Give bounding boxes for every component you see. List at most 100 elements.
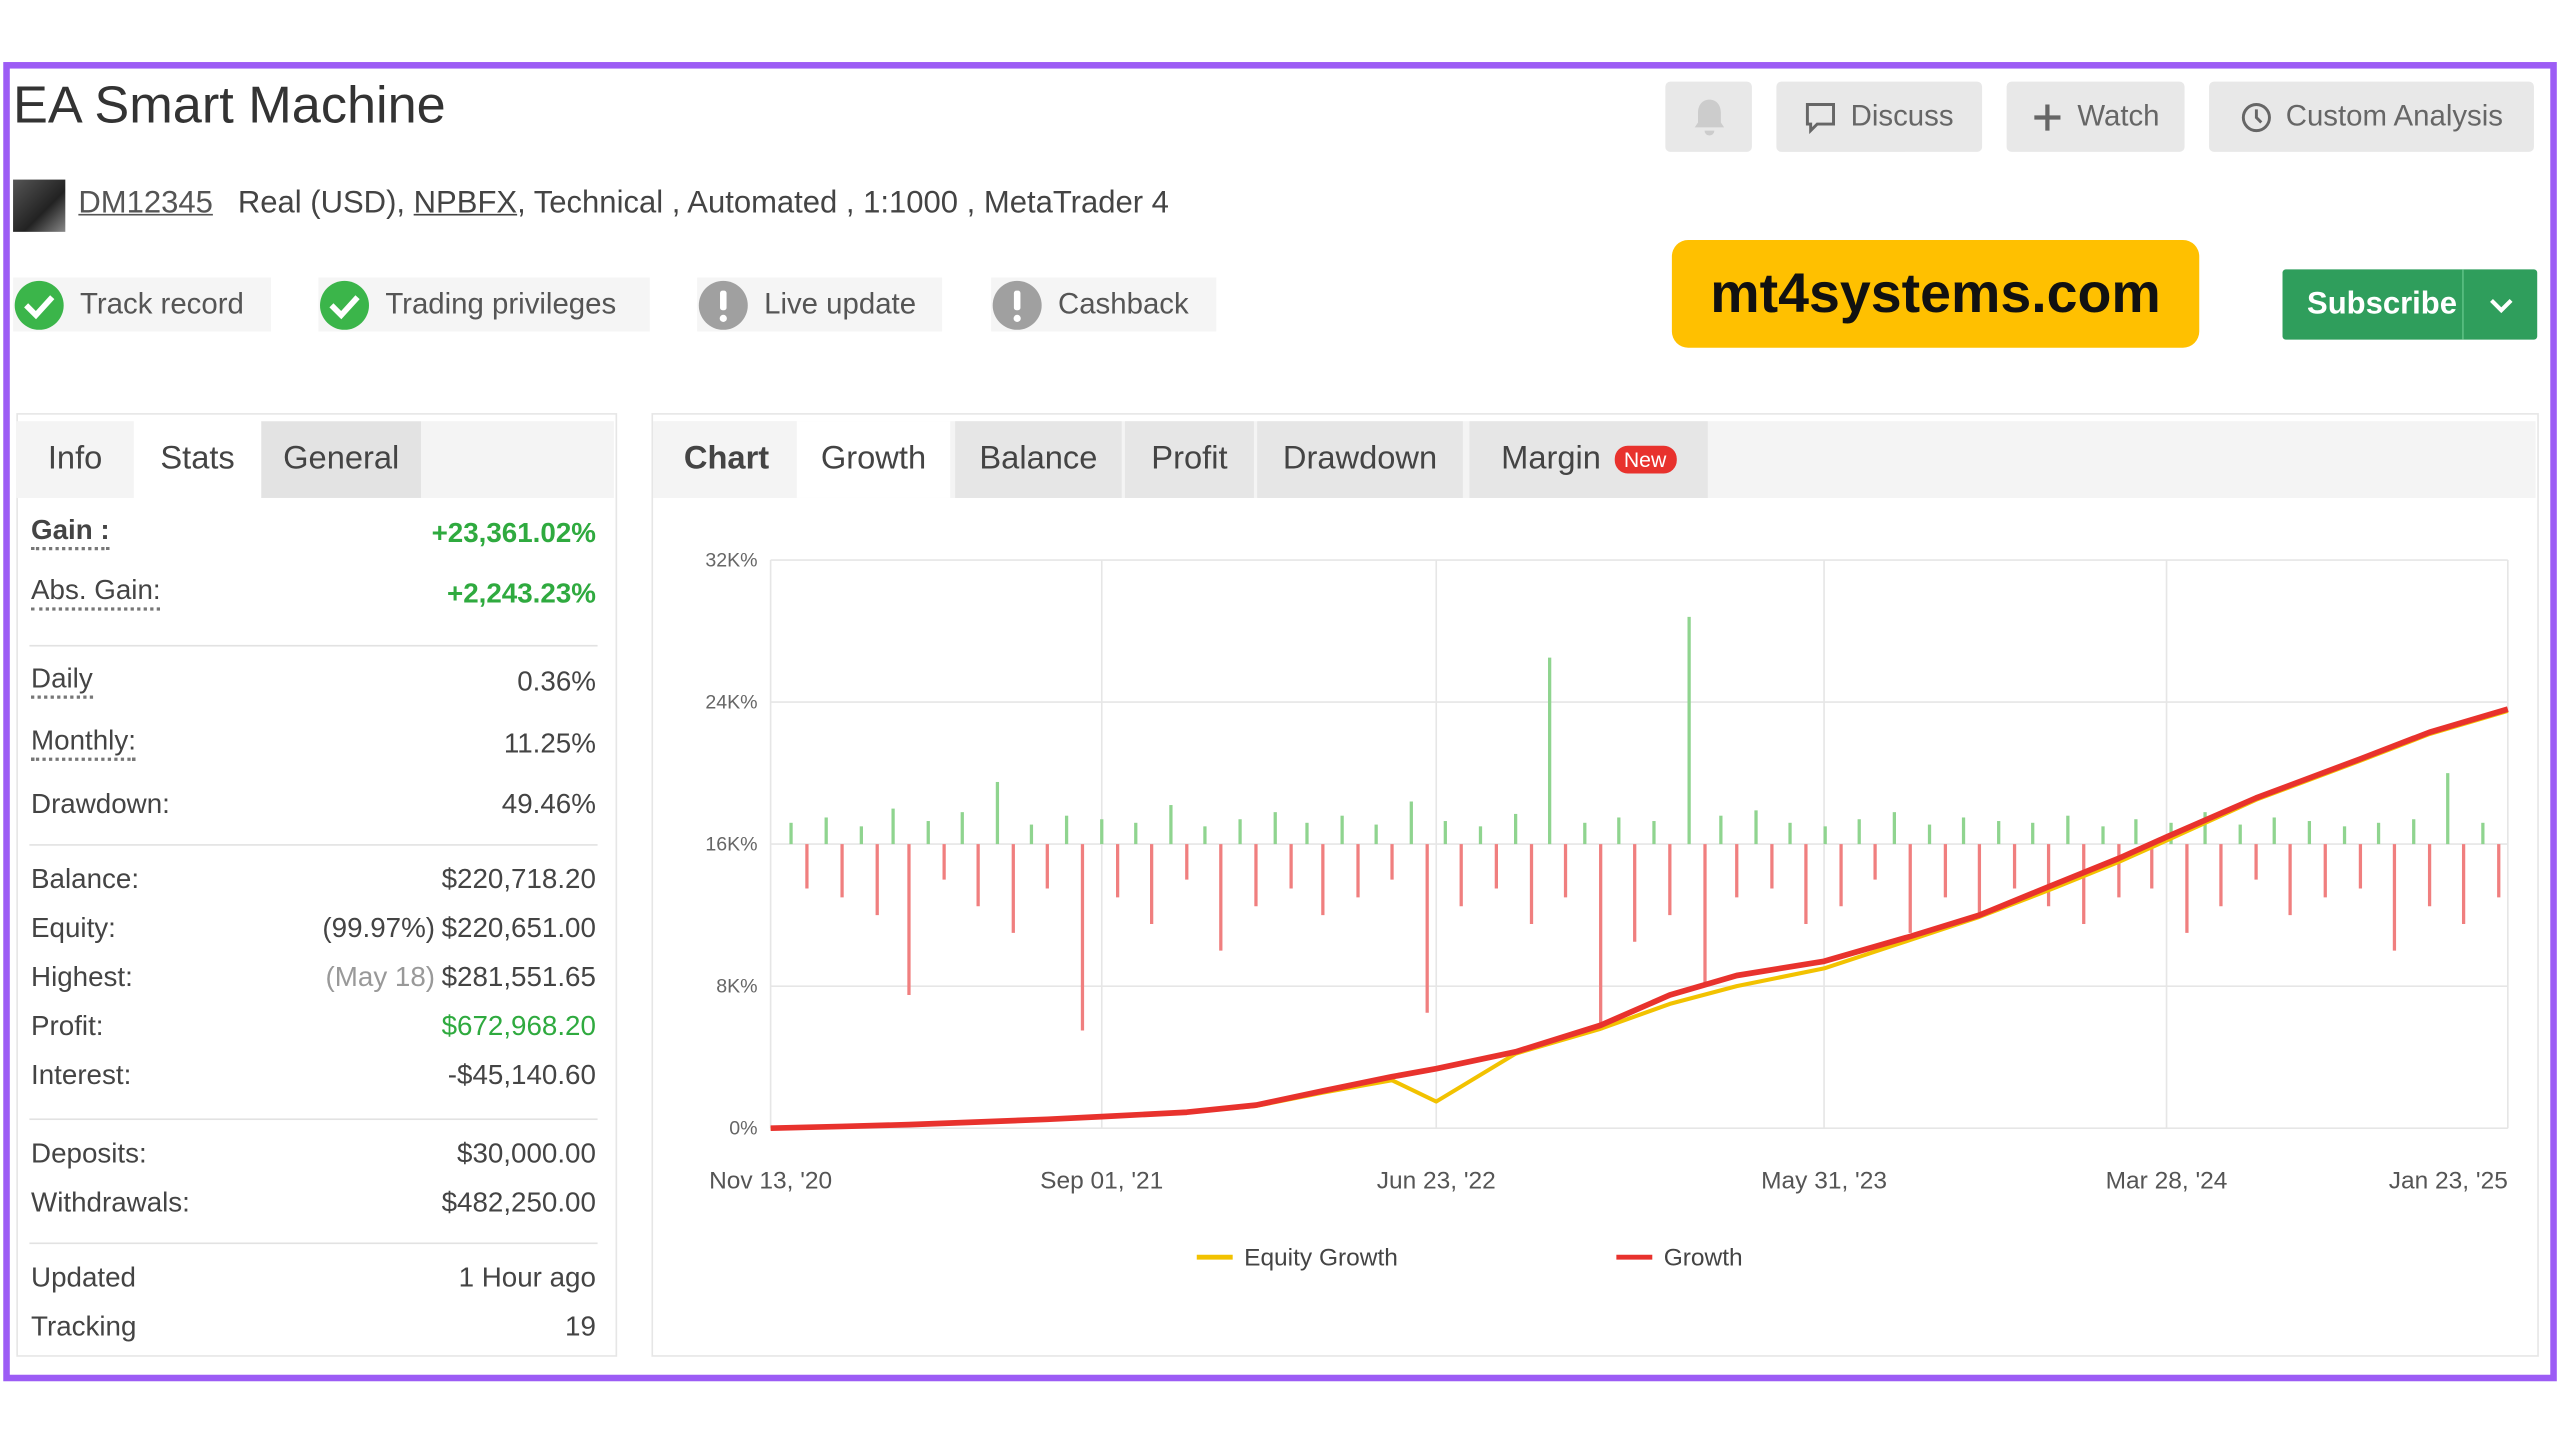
stat-label: Gain : — [31, 514, 110, 551]
stat-label: Abs. Gain: — [31, 575, 161, 611]
chart-tab[interactable]: Balance — [955, 421, 1122, 498]
bell-icon — [1693, 98, 1724, 135]
badge: Track record — [13, 277, 272, 332]
chart-tab[interactable]: Growth — [796, 421, 951, 498]
stat-text: 1 Hour ago — [458, 1262, 596, 1294]
action-icon — [2034, 103, 2062, 130]
avatar — [13, 179, 66, 232]
stat-value: $672,968.20 — [442, 1011, 596, 1044]
stat-value: $482,250.00 — [442, 1187, 596, 1220]
stats-tab[interactable]: Info — [16, 421, 134, 498]
badge-label: Trading privileges — [385, 287, 617, 321]
stat-text: 49.46% — [501, 788, 596, 820]
stat-text: $672,968.20 — [441, 1010, 596, 1042]
stat-label: Withdrawals: — [31, 1186, 190, 1218]
new-badge: New — [1614, 445, 1677, 474]
chart-tab-label: Chart — [683, 440, 770, 477]
stat-value: $220,718.20 — [442, 864, 596, 897]
stat-text: $30,000.00 — [457, 1137, 596, 1170]
badge-label: Cashback — [1057, 287, 1189, 321]
stat-label: Updated — [31, 1262, 136, 1294]
action-button[interactable]: Watch — [2006, 81, 2185, 152]
stat-text: +23,361.02% — [431, 517, 596, 549]
chevron-icon — [2490, 298, 2513, 314]
stat-value: 49.46% — [502, 789, 596, 822]
account-type: Real (USD), — [237, 186, 406, 221]
chart-tab-label: Drawdown — [1282, 440, 1438, 477]
check-icon — [320, 280, 369, 330]
action-label: Custom Analysis — [2285, 99, 2503, 133]
stat-value: 11.25% — [504, 728, 596, 761]
stat-value: -$45,140.60 — [448, 1060, 596, 1093]
stat-text: $281,551.65 — [441, 961, 596, 993]
stat-label: Profit: — [31, 1010, 104, 1042]
action-button[interactable]: Custom Analysis — [2209, 81, 2534, 152]
page-title: EA Smart Machine — [13, 75, 446, 134]
frame — [3, 62, 2557, 1382]
badge-label: Track record — [80, 287, 244, 321]
chart-tab-label: Growth — [820, 440, 927, 477]
account-link[interactable]: DM12345 — [78, 186, 213, 221]
account-info: , Technical , Automated , 1:1000 , MetaT… — [517, 186, 1169, 221]
action-label: Discuss — [1850, 99, 1954, 133]
action-icon — [1806, 102, 1836, 134]
chart-tab[interactable]: Profit — [1124, 421, 1254, 498]
stat-label: Drawdown: — [31, 788, 170, 820]
stat-separator — [29, 1118, 598, 1121]
chart-tab[interactable]: Margin New — [1469, 421, 1708, 498]
chart-tab-label: Profit — [1151, 440, 1228, 477]
stat-label: Highest: — [31, 961, 133, 993]
stat-label: Daily — [31, 663, 93, 699]
stat-value: 1 Hour ago — [459, 1262, 596, 1295]
stats-tab[interactable]: Stats — [133, 421, 262, 498]
account-details: DM12345 Real (USD), NPBFX, Technical , A… — [78, 186, 1169, 222]
badge: Trading privileges — [318, 277, 650, 332]
stat-text: 0.36% — [517, 666, 596, 698]
warning-icon — [992, 280, 1042, 330]
badge-label: Live update — [764, 287, 917, 321]
stat-separator — [29, 844, 598, 846]
stat-value: 0.36% — [517, 666, 596, 699]
chart-tab[interactable]: Chart — [656, 421, 797, 498]
stat-value: 19 — [565, 1311, 596, 1344]
stat-separator — [29, 1242, 598, 1245]
stat-value: +23,361.02% — [432, 518, 596, 551]
stats-tab[interactable]: General — [261, 421, 422, 498]
promo[interactable]: mt4systems.com — [1671, 240, 2200, 348]
stat-value: $30,000.00 — [457, 1138, 596, 1171]
stat-text: $482,250.00 — [441, 1186, 596, 1218]
warning-icon — [698, 280, 748, 330]
stats-tab-bar — [421, 421, 614, 498]
action-button[interactable]: Discuss — [1776, 81, 1983, 152]
stats-panel — [16, 413, 618, 1357]
badge: Cashback — [991, 277, 1217, 332]
stat-label: Equity: — [31, 912, 116, 944]
action-icon — [2241, 102, 2271, 132]
stat-text: $220,651.00 — [441, 912, 596, 944]
broker-link[interactable]: NPBFX — [413, 186, 518, 221]
subscribe-divider — [2462, 269, 2464, 340]
subscribe-label: Subscribe — [2307, 287, 2458, 322]
stat-text: 11.25% — [503, 728, 596, 760]
stat-label: Balance: — [31, 863, 140, 895]
stat-text: 19 — [565, 1311, 596, 1343]
action-label: Watch — [2077, 99, 2160, 133]
stat-value: +2,243.23% — [447, 578, 596, 611]
subscribe-button[interactable]: Subscribe — [2282, 269, 2538, 340]
stat-text: -$45,140.60 — [447, 1059, 596, 1091]
stat-label: Monthly: — [31, 725, 136, 761]
chart-panel — [651, 413, 2539, 1357]
bell-button[interactable] — [1665, 81, 1752, 152]
stat-label: Deposits: — [31, 1137, 147, 1170]
stat-note: (99.97%) — [322, 912, 436, 944]
chart-tab[interactable]: Drawdown — [1257, 421, 1463, 498]
stat-text: +2,243.23% — [447, 577, 596, 609]
stat-label: Tracking — [31, 1311, 137, 1343]
stat-value: (May 18) $281,551.65 — [326, 962, 596, 995]
check-icon — [14, 280, 64, 330]
chart-tab-label: Balance — [979, 440, 1098, 477]
stat-note: (May 18) — [325, 961, 436, 993]
badge: Live update — [697, 277, 943, 332]
